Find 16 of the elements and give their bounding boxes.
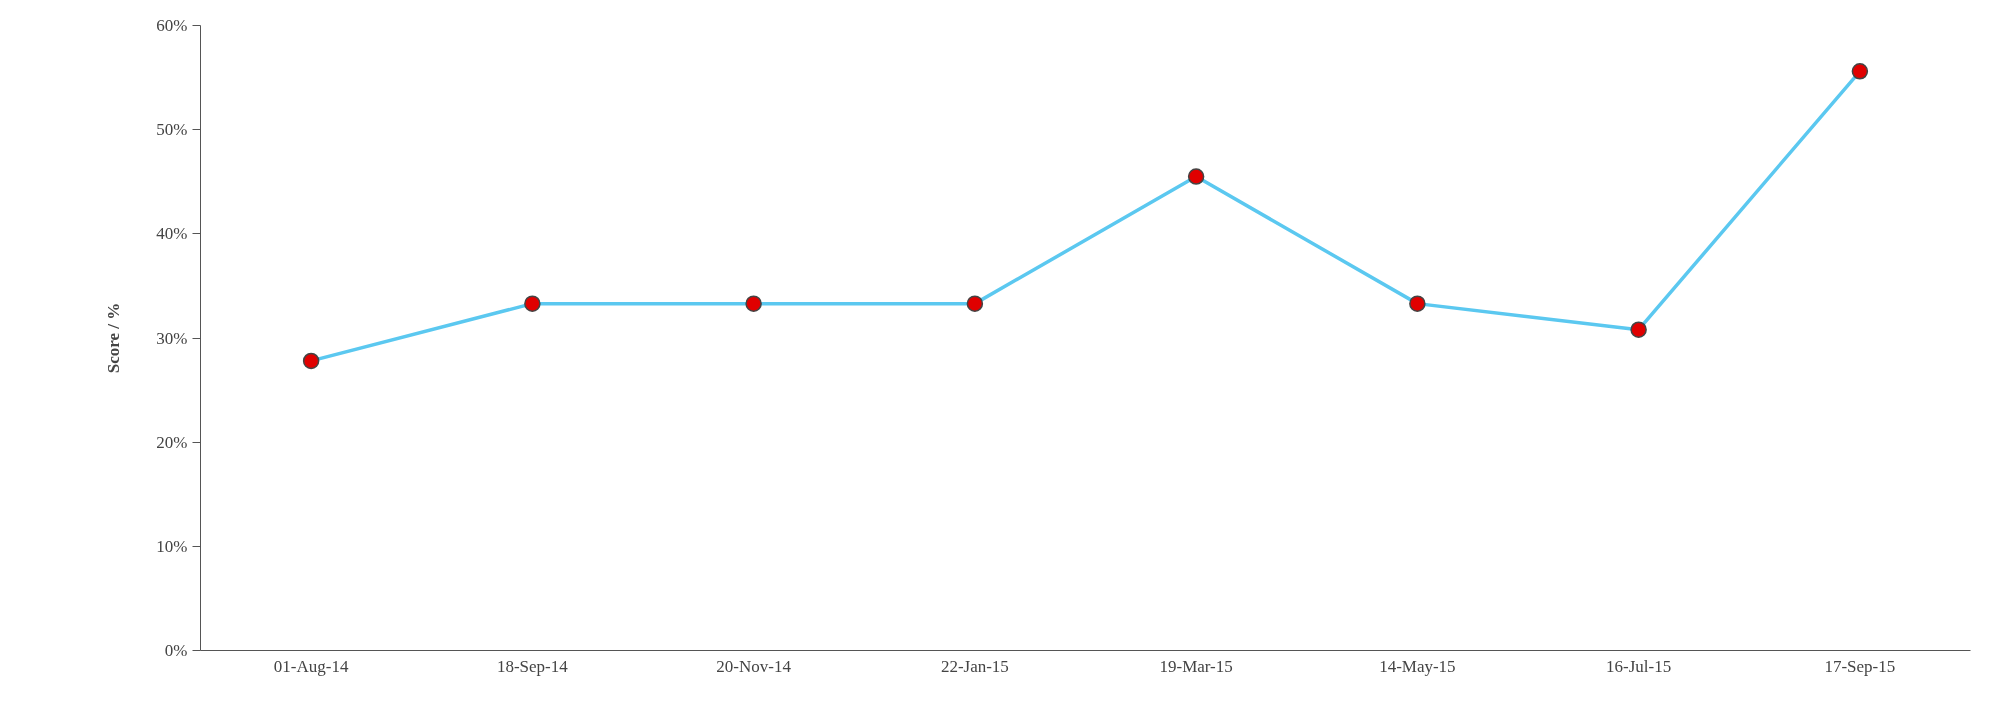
y-tick-label: 10% [156,536,188,556]
x-tick-label: 01-Aug-14 [273,656,349,676]
y-tick-label: 0% [164,641,188,660]
y-tick-label: 60% [156,16,188,35]
x-tick-label: 22-Jan-15 [940,656,1009,676]
x-tick-label: 18-Sep-14 [496,656,569,676]
y-tick-label: 50% [156,120,188,140]
x-tick-label: 16-Jul-15 [1606,656,1672,676]
y-axis-title: Score / % [104,302,124,374]
x-tick-label: 17-Sep-15 [1824,656,1896,676]
y-tick-label: 20% [156,432,188,452]
y-tick-label: 30% [156,328,188,348]
y-tick-label: 40% [156,224,188,244]
x-tick-label: 20-Nov-14 [716,656,792,676]
x-tick-label: 19-Mar-15 [1159,656,1233,676]
x-tick-label: 14-May-15 [1379,656,1456,676]
